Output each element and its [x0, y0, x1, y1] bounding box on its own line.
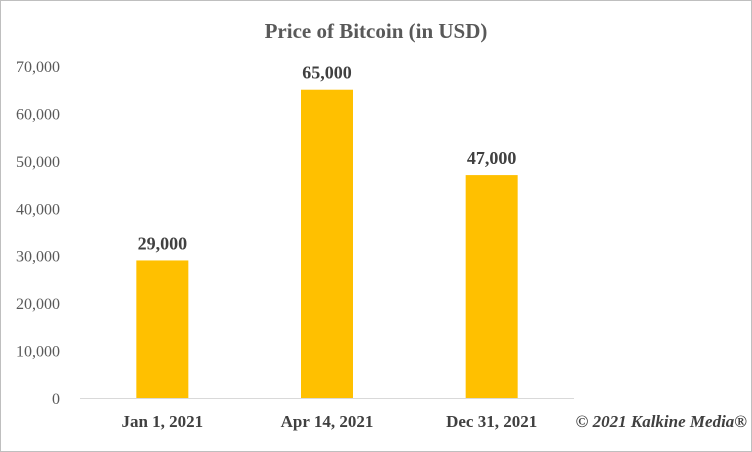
bar [136, 260, 189, 398]
data-label: 29,000 [138, 233, 188, 253]
y-tick-label: 40,000 [16, 201, 60, 218]
watermark: © 2021 Kalkine Media® [576, 412, 748, 431]
bars [136, 89, 518, 398]
data-labels: 29,000 65,000 47,000 [138, 63, 517, 254]
x-tick-label: Apr 14, 2021 [281, 412, 374, 431]
y-tick-label: 20,000 [16, 296, 60, 313]
bar [301, 89, 353, 398]
data-label: 65,000 [302, 63, 352, 83]
x-axis-labels: Jan 1, 2021 Apr 14, 2021 Dec 31, 2021 [121, 412, 537, 431]
y-tick-label: 70,000 [16, 59, 60, 76]
y-tick-label: 10,000 [16, 344, 60, 361]
x-tick-label: Jan 1, 2021 [121, 412, 203, 431]
bar [465, 175, 518, 398]
data-label: 47,000 [467, 148, 517, 168]
y-tick-label: 30,000 [16, 249, 60, 266]
y-axis-ticks: 0 10,000 20,000 30,000 40,000 50,000 60,000 70,… [16, 59, 60, 408]
y-tick-label: 0 [52, 391, 60, 408]
y-tick-label: 60,000 [16, 106, 60, 123]
chart-title: Price of Bitcoin (in USD) [265, 19, 488, 43]
x-tick-label: Dec 31, 2021 [446, 412, 537, 431]
y-tick-label: 50,000 [16, 154, 60, 171]
